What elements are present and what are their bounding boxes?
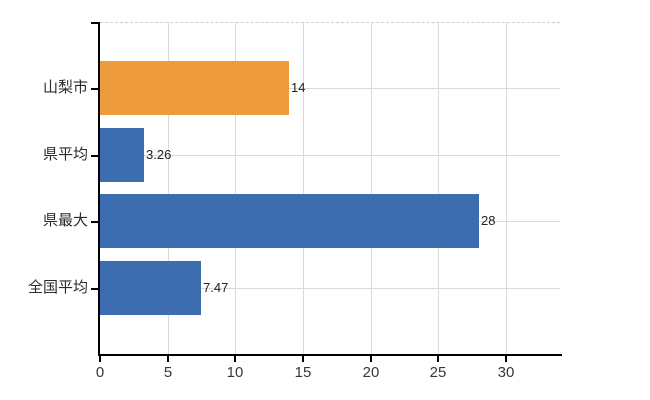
- gridline-horizontal: [100, 155, 560, 156]
- bar-value-label: 7.47: [203, 280, 229, 295]
- gridline-vertical: [235, 22, 236, 354]
- gridline-vertical: [438, 22, 439, 354]
- x-axis-tick-label: 20: [362, 364, 380, 381]
- y-axis-line: [98, 22, 100, 356]
- x-axis-tick-label: 30: [497, 364, 515, 381]
- y-axis-tick: [91, 88, 98, 90]
- bar-value-label: 28: [481, 213, 496, 228]
- bar: [100, 261, 201, 315]
- bar-value-label: 14: [291, 80, 306, 95]
- y-axis-tick: [91, 155, 98, 157]
- bar: [100, 194, 479, 248]
- bar: [100, 61, 289, 115]
- y-axis-tick: [91, 221, 98, 223]
- x-axis-tick: [234, 356, 236, 362]
- x-axis-tick-label: 10: [226, 364, 244, 381]
- gridline-vertical: [371, 22, 372, 354]
- gridline-vertical: [506, 22, 507, 354]
- gridline-horizontal: [100, 288, 560, 289]
- x-axis-tick: [505, 356, 507, 362]
- x-axis-tick-label: 5: [163, 364, 173, 381]
- category-label: 全国平均: [27, 279, 88, 296]
- x-axis-tick-label: 0: [95, 364, 105, 381]
- bar-value-label: 3.26: [146, 147, 172, 162]
- gridline-vertical: [303, 22, 304, 354]
- x-axis-line: [98, 354, 562, 356]
- x-axis-tick: [167, 356, 169, 362]
- x-axis-tick: [302, 356, 304, 362]
- gridline-horizontal: [100, 88, 560, 89]
- gridline-vertical: [168, 22, 169, 354]
- x-axis-tick: [370, 356, 372, 362]
- x-axis-tick-label: 15: [294, 364, 312, 381]
- x-axis-tick: [99, 356, 101, 362]
- category-label: 山梨市: [42, 79, 88, 96]
- x-axis-tick: [437, 356, 439, 362]
- y-axis-top-tick: [91, 22, 98, 24]
- bar: [100, 128, 144, 182]
- category-label: 県最大: [42, 212, 88, 229]
- category-label: 県平均: [42, 146, 88, 163]
- x-axis-tick-label: 25: [429, 364, 447, 381]
- y-axis-tick: [91, 288, 98, 290]
- plot-top-border: [100, 22, 560, 23]
